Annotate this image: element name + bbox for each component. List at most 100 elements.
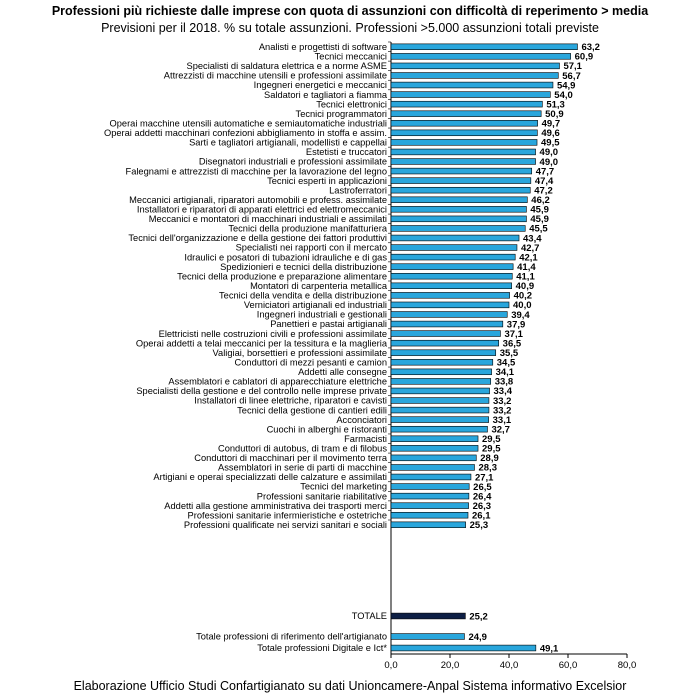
series-category-label-4: Ingegneri energetici e meccanici xyxy=(254,80,387,90)
series-category-label-11: Estetisti e truccatori xyxy=(306,147,387,157)
series-category-label-49: Professioni sanitarie infermieristiche e… xyxy=(188,510,387,520)
series-value-label-0: 63,2 xyxy=(581,42,600,53)
series-bar-5 xyxy=(390,91,551,98)
series-value-label-16: 46,2 xyxy=(531,195,550,206)
series-bar-7 xyxy=(390,110,542,117)
series-category-label-38: Tecnici della gestione di cantieri edili xyxy=(237,405,387,415)
series-category-label-10: Sarti e tagliatori artigianali, modellis… xyxy=(189,138,387,148)
series-value-label-35: 33,8 xyxy=(495,377,513,388)
series-bar-20 xyxy=(390,234,520,242)
series-category-label-30: Elettricisti nelle costruzioni civili e … xyxy=(159,329,387,339)
series-value-label-44: 28,3 xyxy=(478,463,497,474)
series-bar-44 xyxy=(390,464,475,471)
series-category-label-13: Falegnami e attrezzisti di macchine per … xyxy=(126,166,387,176)
series-category-label-1: Tecnici meccanici xyxy=(315,52,387,62)
series-value-label-28: 39,4 xyxy=(511,310,530,321)
series-category-label-44: Assemblatori in serie di parti di macchi… xyxy=(218,463,387,473)
series-bar-35 xyxy=(390,378,492,385)
series-value-label-46: 26,5 xyxy=(473,482,492,493)
series-category-label-27: Verniciatori artigianali ed industriali xyxy=(244,300,387,310)
series-bar-18 xyxy=(390,215,527,223)
series-value-label-21: 42,7 xyxy=(521,243,540,254)
series-category-label-32: Valigiai, borsettieri e professioni assi… xyxy=(213,348,387,358)
series-bar-31 xyxy=(390,339,499,347)
series-value-label-39: 33,1 xyxy=(493,415,512,426)
series-category-label-19: Tecnici della produzione manifatturiera xyxy=(228,224,387,234)
extra-bar-0 xyxy=(390,633,465,640)
series-bar-12 xyxy=(390,158,536,165)
series-bar-37 xyxy=(390,397,490,404)
series-bar-23 xyxy=(390,263,514,270)
series-category-label-6: Tecnici elettronici xyxy=(316,99,387,109)
series-bar-45 xyxy=(390,473,472,481)
series-bar-43 xyxy=(390,454,477,462)
series-category-label-28: Ingegneri industriali e gestionali xyxy=(257,310,387,320)
series-value-label-8: 49,7 xyxy=(542,119,561,130)
series-value-label-43: 28,9 xyxy=(480,453,499,464)
series-category-label-22: Idraulici e posatori di tubazioni idraul… xyxy=(184,252,387,262)
series-bar-48 xyxy=(390,502,469,509)
series-bar-27 xyxy=(390,301,510,309)
series-category-label-0: Analisti e progettisti di software xyxy=(259,42,387,52)
series-category-label-36: Specialisti della gestione e del control… xyxy=(136,386,387,396)
series-bar-21 xyxy=(390,244,518,251)
series-value-label-41: 29,5 xyxy=(482,434,501,445)
series-category-label-39: Acconciatori xyxy=(336,415,387,425)
series-value-label-45: 27,1 xyxy=(475,472,494,483)
series-bar-32 xyxy=(390,349,497,356)
series-value-label-14: 47,4 xyxy=(535,176,554,187)
series-value-label-24: 41,1 xyxy=(516,272,535,283)
series-bar-22 xyxy=(390,253,516,261)
series-category-label-48: Addetti alla gestione amministrativa dei… xyxy=(164,501,387,511)
series-bar-14 xyxy=(390,177,532,184)
series-value-label-12: 49,0 xyxy=(540,157,559,168)
series-bar-1 xyxy=(390,53,571,60)
series-value-label-34: 34,1 xyxy=(496,367,515,378)
series-value-label-25: 40,9 xyxy=(516,281,535,292)
series-bar-49 xyxy=(390,512,469,519)
series-category-label-41: Farmacisti xyxy=(344,434,387,444)
series-value-label-23: 41,4 xyxy=(517,262,536,273)
series-bar-50 xyxy=(390,521,466,528)
series-bar-40 xyxy=(390,425,488,433)
series-category-label-8: Operai macchine utensili automatiche e s… xyxy=(110,118,388,128)
series-category-label-9: Operai addetti macchinari confezioni abb… xyxy=(104,128,387,138)
series-value-label-2: 57,1 xyxy=(563,61,582,72)
series-bar-25 xyxy=(390,282,512,289)
series-bar-47 xyxy=(390,492,470,500)
series-category-label-43: Conduttori di macchinari per il moviment… xyxy=(194,453,388,463)
total-category-label-0: TOTALE xyxy=(352,611,387,621)
series-bar-13 xyxy=(390,167,533,175)
series-value-label-11: 49,0 xyxy=(540,147,559,158)
x-tick-label-3: 60,0 xyxy=(559,660,578,671)
series-category-label-33: Conduttori di mezzi pesanti e camion xyxy=(235,357,387,367)
series-value-label-48: 26,3 xyxy=(473,501,492,512)
series-category-label-21: Specialisti nei rapporti con il mercato xyxy=(236,243,387,253)
series-bar-39 xyxy=(390,416,489,423)
series-value-label-38: 33,2 xyxy=(493,405,512,416)
series-value-label-1: 60,9 xyxy=(575,52,594,63)
series-bar-38 xyxy=(390,406,490,414)
series-bar-41 xyxy=(390,435,479,442)
x-tick-label-2: 40,0 xyxy=(500,660,519,671)
extra-value-label-1: 49,1 xyxy=(540,643,559,654)
series-value-label-22: 42,1 xyxy=(519,252,538,263)
series-bar-6 xyxy=(390,100,543,108)
series-bar-15 xyxy=(390,186,531,194)
total-value-label-0: 25,2 xyxy=(469,611,488,622)
series-category-label-34: Addetti alle consegne xyxy=(298,367,387,377)
series-value-label-15: 47,2 xyxy=(534,185,553,196)
series-bar-19 xyxy=(390,225,526,232)
series-bar-34 xyxy=(390,368,492,376)
extra-value-label-0: 24,9 xyxy=(468,632,487,643)
series-value-label-47: 26,4 xyxy=(473,491,492,502)
series-bar-8 xyxy=(390,120,538,127)
series-value-label-27: 40,0 xyxy=(513,300,532,311)
extra-category-label-1: Totale professioni Digitale e Ict* xyxy=(257,643,387,653)
series-bar-10 xyxy=(390,139,538,146)
chart-title: Professioni più richieste dalle imprese … xyxy=(51,4,649,18)
series-value-label-19: 45,5 xyxy=(529,224,548,235)
series-category-label-18: Meccanici e montatori di macchinari indu… xyxy=(149,214,387,224)
x-tick-label-4: 80,0 xyxy=(618,660,637,671)
series-bar-46 xyxy=(390,483,470,490)
